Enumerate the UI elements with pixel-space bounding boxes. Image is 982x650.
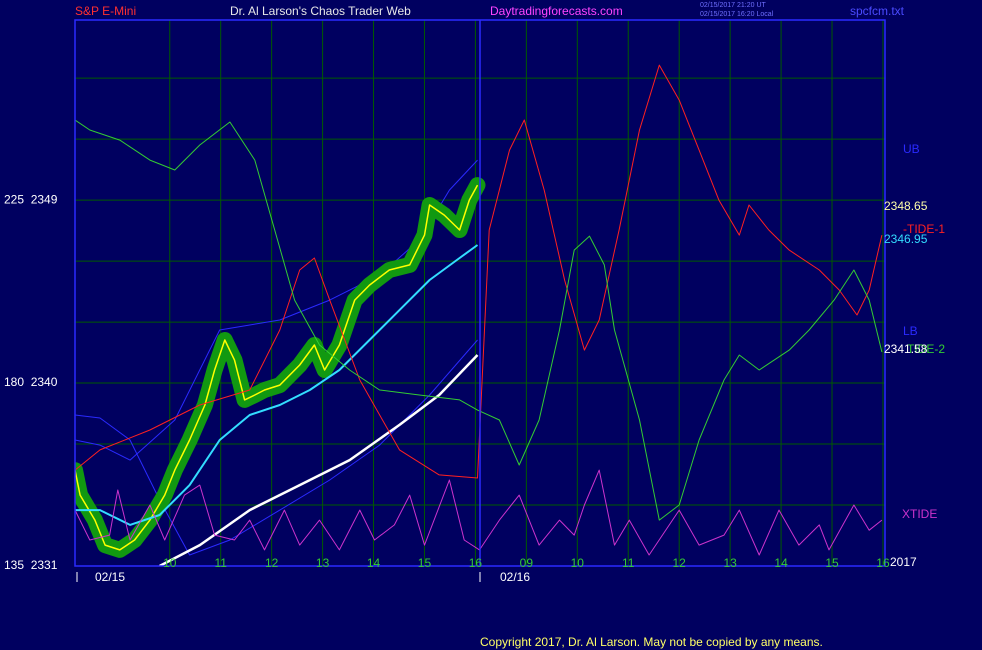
- x-tick-label: 15: [418, 556, 432, 570]
- series-line: [75, 119, 883, 521]
- timestamp: 02/15/2017 16:20 Local: [700, 11, 774, 18]
- legend-label: -TIDE-1: [903, 222, 945, 236]
- x-tick-label: 10: [571, 556, 585, 570]
- legend-label: LB: [903, 324, 918, 338]
- x-tick-label: 11: [214, 556, 227, 570]
- y-tick-label: 135 2331: [4, 558, 58, 572]
- date-label: 02/16: [500, 570, 530, 584]
- series-line: [75, 244, 479, 526]
- series-line: [75, 469, 883, 556]
- series-line: [75, 184, 479, 551]
- x-tick-label: 12: [673, 556, 687, 570]
- x-tick-label: 10: [163, 556, 177, 570]
- series-line: [75, 159, 478, 461]
- series-line: [159, 354, 479, 566]
- plot-area: [75, 64, 883, 566]
- x-tick-label: 16: [876, 556, 890, 570]
- legend-label: XTIDE: [902, 507, 937, 521]
- copyright: Copyright 2017, Dr. Al Larson. May not b…: [480, 635, 823, 649]
- x-tick-label: 09: [520, 556, 534, 570]
- last-value-label: 2348.65: [884, 199, 928, 213]
- date-label: 02/15: [95, 570, 125, 584]
- x-tick-label: 14: [367, 556, 381, 570]
- grid: [75, 20, 885, 567]
- x-tick-label: 13: [316, 556, 330, 570]
- x-tick-label: 13: [723, 556, 737, 570]
- chart-title: Dr. Al Larson's Chaos Trader Web: [230, 4, 411, 18]
- timestamp: 02/15/2017 21:20 UT: [700, 2, 766, 9]
- x-tick-label: 15: [825, 556, 839, 570]
- series-line: [75, 64, 883, 479]
- y-tick-label: 180 2340: [4, 375, 58, 389]
- instrument: S&P E-Mini: [75, 4, 136, 18]
- last-value-label: 2341.58: [884, 342, 928, 356]
- last-value-label: 2346.95: [884, 232, 928, 246]
- file-name: spcfcm.txt: [850, 4, 905, 18]
- x-tick-label: 14: [774, 556, 788, 570]
- x-tick-label: 16: [469, 556, 483, 570]
- y-tick-label: 225 2349: [4, 192, 58, 206]
- legend-label: TIDE-2: [907, 342, 945, 356]
- price-glow: [75, 177, 486, 558]
- year-label: 2017: [890, 555, 917, 569]
- x-tick-label: 11: [622, 556, 635, 570]
- legend-label: UB: [903, 142, 920, 156]
- site: Daytradingforecasts.com: [490, 4, 623, 18]
- x-tick-label: 12: [265, 556, 279, 570]
